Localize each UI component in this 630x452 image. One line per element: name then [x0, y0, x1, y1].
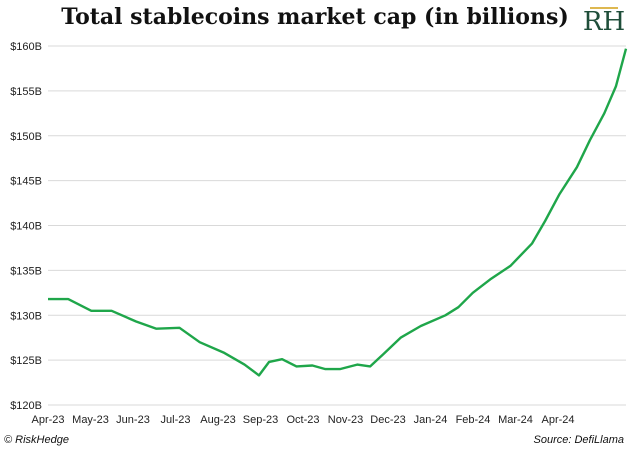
x-tick-label: Jul-23 — [161, 414, 191, 426]
x-tick-label: Jun-23 — [116, 414, 150, 426]
x-tick-label: Sep-23 — [243, 414, 278, 426]
footer-source: Source: DefiLlama — [533, 434, 625, 446]
x-tick-label: Nov-23 — [328, 414, 363, 426]
x-tick-label: Apr-24 — [541, 414, 574, 426]
y-tick-label: $160B — [10, 41, 42, 53]
x-tick-label: Feb-24 — [456, 414, 491, 426]
y-tick-label: $140B — [10, 221, 42, 233]
y-tick-label: $120B — [10, 400, 42, 412]
x-tick-label: Aug-23 — [200, 414, 235, 426]
logo-text: RH — [584, 7, 624, 37]
x-tick-label: Dec-23 — [370, 414, 405, 426]
y-tick-label: $135B — [10, 265, 42, 277]
y-axis-ticks: $120B $125B $130B $135B $140B $145B $150B $155B… — [10, 41, 42, 412]
footer-credit: © RiskHedge — [4, 434, 69, 446]
y-tick-label: $125B — [10, 355, 42, 367]
series-line — [48, 48, 628, 377]
y-tick-label: $150B — [10, 131, 42, 143]
x-tick-label: Jan-24 — [414, 414, 448, 426]
x-tick-label: Mar-24 — [498, 414, 533, 426]
y-tick-label: $155B — [10, 86, 42, 98]
y-tick-label: $130B — [10, 310, 42, 322]
x-tick-label: Apr-23 — [31, 414, 64, 426]
chart-title: Total stablecoins market cap (in billion… — [61, 4, 569, 30]
y-tick-label: $145B — [10, 176, 42, 188]
x-tick-label: May-23 — [72, 414, 109, 426]
x-axis-ticks: Apr-23 May-23 Jun-23 Jul-23 Aug-23 Sep-23 Oct-… — [31, 414, 574, 426]
grid — [48, 45, 626, 406]
riskhedge-logo: RH — [584, 7, 624, 37]
x-tick-label: Oct-23 — [286, 414, 319, 426]
